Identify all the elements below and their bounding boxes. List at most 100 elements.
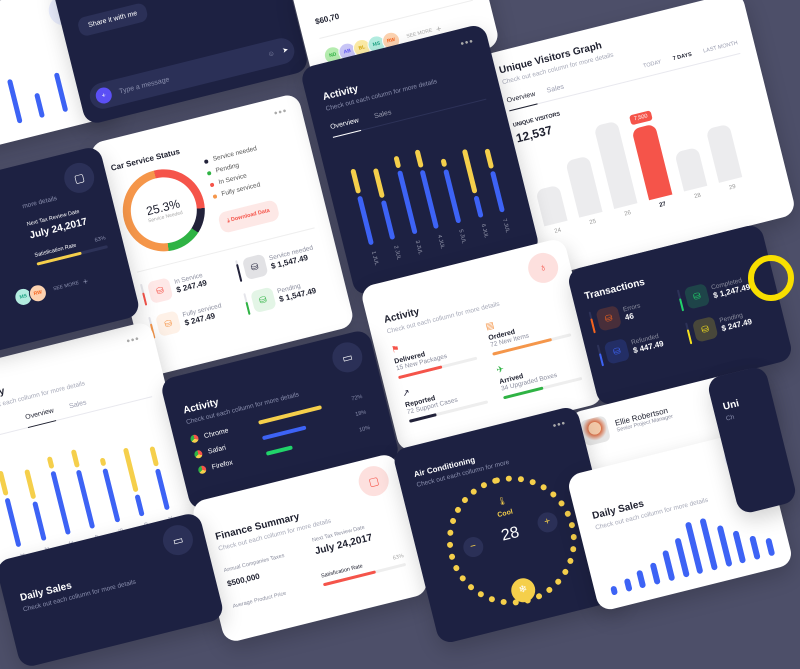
send-icon[interactable]: ➤ bbox=[281, 46, 290, 55]
sales-bar[interactable] bbox=[699, 518, 719, 571]
x-tick-label: 4 JUL bbox=[435, 234, 446, 250]
chat-message: Share it with me bbox=[76, 1, 150, 38]
x-tick-label: 2 JUL bbox=[391, 245, 402, 261]
bar-yellow bbox=[99, 457, 107, 467]
sales-bar[interactable] bbox=[674, 537, 690, 578]
browser-percent: 10% bbox=[358, 425, 371, 434]
bar-yellow bbox=[0, 470, 9, 496]
sales-bar[interactable] bbox=[749, 535, 761, 561]
activity-chart: 1 JUL 2 JUL 3 JUL 4 JUL 5 JUL 6 JUL 7 JUL bbox=[335, 109, 517, 266]
legend-dot bbox=[206, 170, 212, 176]
bar-blue bbox=[50, 470, 71, 536]
tab-overview[interactable]: Overview bbox=[24, 407, 57, 429]
x-tick-label: 5 JUL bbox=[457, 228, 467, 245]
stat-progress bbox=[676, 289, 685, 312]
task-item: ↗ Reported 72 Support Cases bbox=[401, 369, 489, 423]
sales-bar[interactable] bbox=[765, 537, 776, 557]
tab-sales[interactable]: Sales bbox=[373, 109, 393, 121]
stat-progress bbox=[588, 311, 596, 334]
legend-dot bbox=[209, 182, 215, 187]
chrome-icon bbox=[189, 433, 200, 444]
tab-sales[interactable]: Sales bbox=[546, 83, 565, 95]
money-icon: ⛁ bbox=[241, 253, 269, 281]
money-icon: ⛁ bbox=[683, 283, 711, 310]
legend: Service needed Pending In Service Fully ser… bbox=[203, 144, 281, 238]
x-tick-label: 26 bbox=[623, 210, 632, 218]
emoji-icon[interactable]: ☺ bbox=[266, 49, 276, 59]
bar-blue bbox=[396, 170, 418, 235]
tab-sales[interactable]: Sales bbox=[68, 399, 88, 411]
range-last-month[interactable]: LAST MONTH bbox=[702, 40, 739, 55]
yellow-ring bbox=[748, 255, 794, 301]
sales-bar[interactable] bbox=[636, 569, 647, 589]
range-7-days[interactable]: 7 DAYS bbox=[672, 51, 693, 63]
x-tick-label: 7 JUL bbox=[501, 217, 511, 234]
stat-progress bbox=[139, 283, 148, 306]
browser-percent: 72% bbox=[350, 393, 364, 403]
see-more-link[interactable]: SEE MORE bbox=[52, 280, 80, 293]
x-tick-label: 24 bbox=[553, 227, 562, 235]
sales-bar[interactable] bbox=[610, 585, 619, 596]
stat-item: ⛁ Service needed $ 1,547.49 bbox=[234, 240, 323, 283]
visitor-bar[interactable] bbox=[631, 123, 673, 201]
stat-text: In Service $ 247.49 bbox=[174, 271, 208, 295]
sales-bar[interactable] bbox=[661, 550, 676, 582]
browser-percent: 18% bbox=[354, 409, 367, 418]
sales-bar[interactable] bbox=[716, 525, 733, 568]
legend-label: Pending bbox=[215, 161, 240, 175]
visitor-bar[interactable] bbox=[593, 120, 638, 209]
stat-text: Pending $ 1,547.49 bbox=[277, 279, 318, 304]
sales-bar[interactable] bbox=[623, 577, 633, 593]
x-tick-label: 28 bbox=[693, 192, 702, 201]
safari-icon bbox=[193, 449, 204, 460]
money-icon: ⛁ bbox=[603, 338, 631, 365]
bar-column: 25 bbox=[565, 155, 605, 228]
legend-dot bbox=[212, 193, 218, 199]
bar-blue bbox=[443, 168, 462, 224]
x-tick-label: 3 JUL bbox=[413, 239, 424, 256]
more-icon[interactable]: ••• bbox=[459, 36, 476, 51]
stat-progress bbox=[596, 344, 605, 367]
bar-tooltip: 7,500 bbox=[629, 110, 653, 126]
range-today[interactable]: TODAY bbox=[642, 59, 663, 70]
snowflake-button[interactable]: ❄ bbox=[508, 575, 538, 605]
rate-value: 63% bbox=[392, 553, 405, 562]
add-icon[interactable]: + bbox=[81, 275, 90, 287]
bar-yellow bbox=[415, 149, 425, 168]
bar-column: 29 bbox=[705, 123, 745, 194]
thermostat-dial[interactable]: 🌡 Cool 28 − + ❄ bbox=[433, 461, 591, 620]
bar-blue bbox=[4, 497, 22, 548]
message-placeholder: Type a message bbox=[118, 75, 171, 96]
tab-overview[interactable]: Overview bbox=[506, 90, 538, 112]
tab-overview[interactable]: Overview bbox=[329, 117, 362, 138]
bar-yellow bbox=[23, 469, 36, 500]
download-data-button[interactable]: ⤓ Download Data bbox=[217, 199, 281, 234]
bar-blue bbox=[102, 468, 121, 523]
bar-yellow bbox=[123, 447, 139, 493]
visitor-bar[interactable] bbox=[535, 184, 568, 227]
bar-yellow bbox=[71, 449, 81, 468]
stat-item: ⛁ Pending $ 247.49 bbox=[685, 302, 773, 345]
plus-icon[interactable]: + bbox=[94, 85, 114, 106]
rate-value: 63% bbox=[94, 235, 107, 244]
more-icon[interactable]: ••• bbox=[551, 418, 568, 433]
money-icon: ⛁ bbox=[155, 310, 182, 337]
bar-yellow bbox=[46, 456, 55, 470]
visitor-bar[interactable] bbox=[674, 146, 708, 192]
more-icon[interactable]: ••• bbox=[125, 333, 142, 348]
browser-bar bbox=[261, 425, 307, 441]
visitor-bar[interactable] bbox=[705, 123, 743, 183]
x-tick-label: 27 bbox=[658, 201, 667, 209]
x-tick-label: 29 bbox=[728, 183, 737, 192]
sales-bar[interactable] bbox=[732, 530, 747, 564]
browser-name: Safari bbox=[207, 444, 227, 456]
bar-blue bbox=[356, 195, 374, 246]
x-tick-label: 6 JUL bbox=[479, 223, 489, 239]
stat-text: Errors 46 bbox=[622, 302, 643, 322]
browser-name: Firefox bbox=[211, 458, 234, 471]
browser-name: Chrome bbox=[203, 426, 230, 440]
visitor-bar[interactable] bbox=[565, 155, 603, 218]
mini-bar bbox=[53, 72, 69, 113]
more-icon[interactable]: ••• bbox=[272, 105, 289, 120]
sales-bar[interactable] bbox=[649, 562, 661, 585]
